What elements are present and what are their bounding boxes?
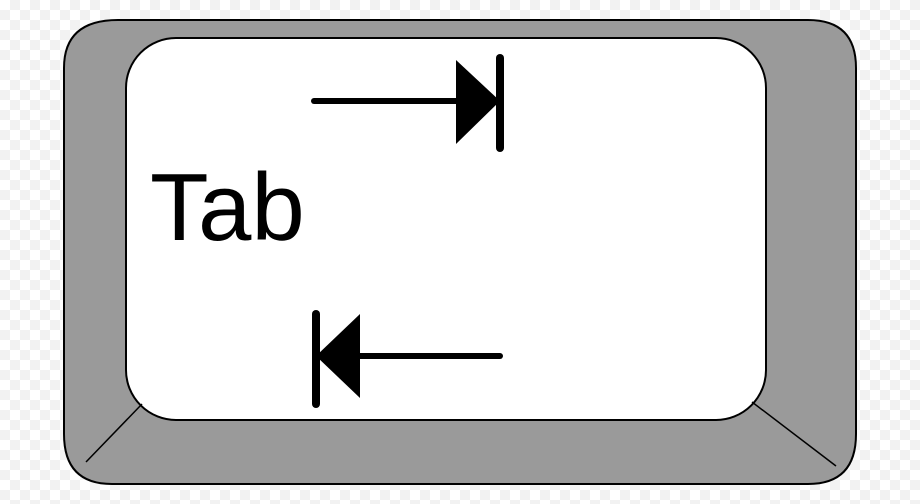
bevel-line-right — [751, 401, 837, 467]
keycap-face — [125, 37, 767, 421]
bevel-line-left — [85, 403, 143, 463]
tab-backward-arrow-icon — [312, 310, 503, 408]
tab-forward-arrow-icon — [311, 54, 504, 152]
tab-key-label: Tab — [150, 154, 305, 261]
